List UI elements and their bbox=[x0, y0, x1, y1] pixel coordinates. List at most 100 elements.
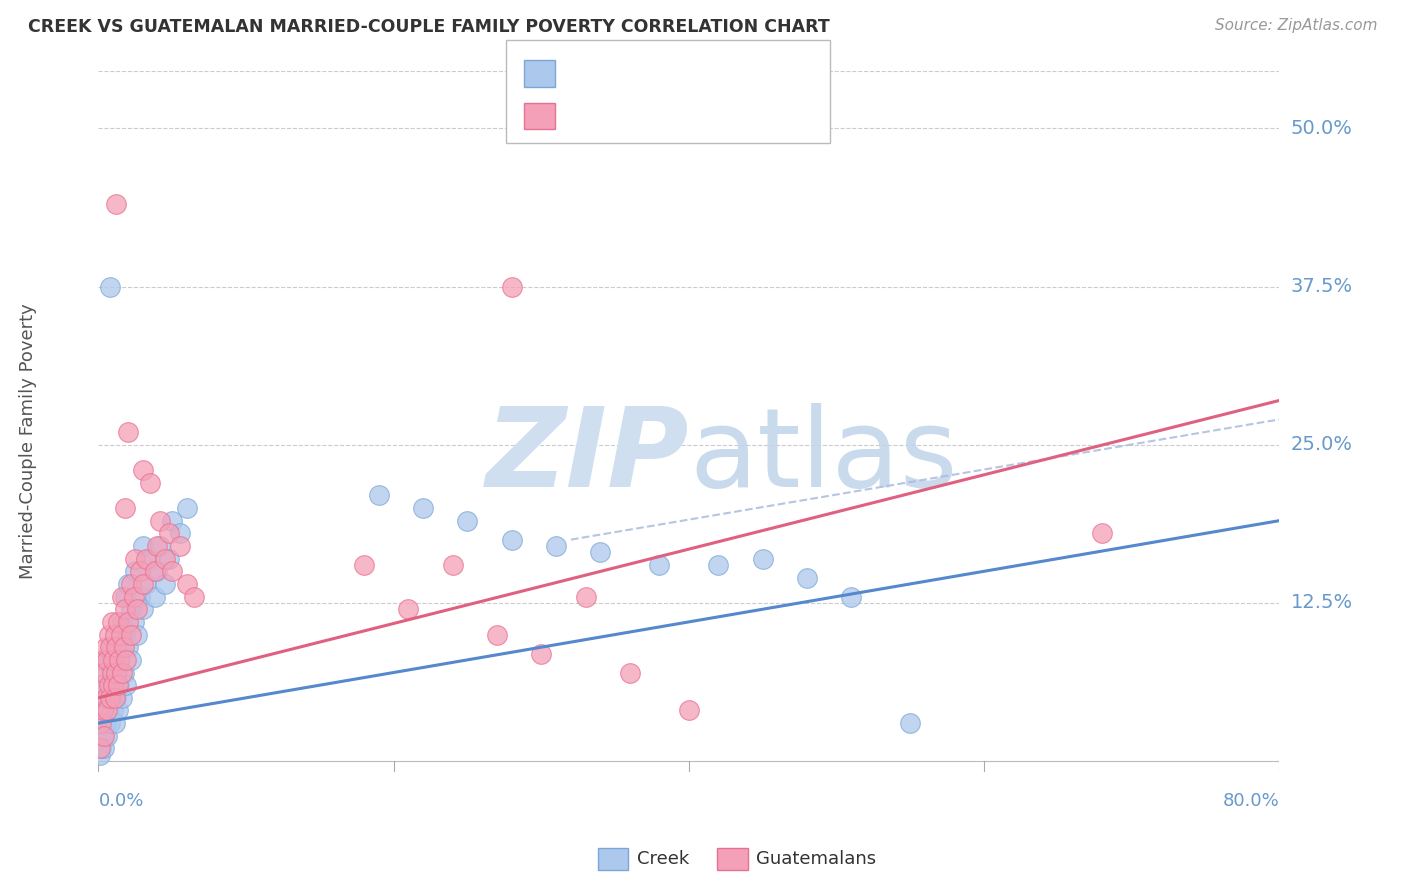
Point bbox=[107, 703, 129, 717]
Point bbox=[96, 729, 118, 743]
Point bbox=[94, 716, 117, 731]
Point bbox=[110, 627, 132, 641]
Point bbox=[122, 590, 145, 604]
Point bbox=[107, 678, 129, 692]
Point bbox=[149, 514, 172, 528]
Point bbox=[456, 514, 478, 528]
Point bbox=[103, 653, 125, 667]
Point bbox=[98, 640, 121, 655]
Point bbox=[153, 551, 176, 566]
Point bbox=[117, 640, 139, 655]
Point bbox=[98, 690, 121, 705]
Point bbox=[89, 747, 111, 762]
Point bbox=[114, 500, 136, 515]
Point bbox=[96, 703, 118, 717]
Point bbox=[132, 577, 155, 591]
Point bbox=[117, 577, 139, 591]
Point bbox=[530, 647, 553, 661]
Point bbox=[501, 279, 523, 293]
Point bbox=[94, 690, 117, 705]
Point bbox=[128, 590, 150, 604]
Point bbox=[114, 627, 136, 641]
Point bbox=[91, 703, 114, 717]
Point bbox=[114, 590, 136, 604]
Text: 25.0%: 25.0% bbox=[1291, 435, 1353, 454]
Point bbox=[108, 678, 131, 692]
Point bbox=[169, 526, 191, 541]
Point bbox=[107, 665, 129, 680]
Point bbox=[103, 678, 125, 692]
Point bbox=[112, 640, 135, 655]
Point bbox=[132, 539, 155, 553]
Point bbox=[146, 539, 169, 553]
Point bbox=[93, 741, 115, 756]
Point bbox=[139, 475, 162, 490]
Point bbox=[132, 602, 155, 616]
Point bbox=[98, 678, 121, 692]
Text: Guatemalans: Guatemalans bbox=[756, 850, 876, 868]
Text: Creek: Creek bbox=[637, 850, 689, 868]
Point bbox=[153, 577, 176, 591]
Point bbox=[104, 627, 127, 641]
Point bbox=[149, 539, 172, 553]
Point bbox=[115, 678, 138, 692]
Point bbox=[162, 514, 183, 528]
Point bbox=[125, 627, 148, 641]
Point bbox=[91, 703, 114, 717]
Point bbox=[122, 615, 145, 629]
Point bbox=[146, 564, 169, 578]
Point bbox=[143, 564, 166, 578]
Point bbox=[115, 653, 138, 667]
Text: Source: ZipAtlas.com: Source: ZipAtlas.com bbox=[1215, 18, 1378, 33]
Point bbox=[111, 615, 134, 629]
Point bbox=[97, 653, 120, 667]
Text: 37.5%: 37.5% bbox=[1291, 277, 1353, 296]
Point bbox=[108, 653, 131, 667]
Point bbox=[111, 590, 134, 604]
Point bbox=[100, 640, 122, 655]
Point bbox=[98, 716, 121, 731]
Point bbox=[132, 463, 155, 477]
Point bbox=[107, 615, 129, 629]
Point bbox=[124, 564, 146, 578]
Point bbox=[104, 690, 127, 705]
Point bbox=[93, 678, 115, 692]
Point bbox=[93, 729, 115, 743]
Text: CREEK VS GUATEMALAN MARRIED-COUPLE FAMILY POVERTY CORRELATION CHART: CREEK VS GUATEMALAN MARRIED-COUPLE FAMIL… bbox=[28, 18, 830, 36]
Point bbox=[100, 690, 122, 705]
Point bbox=[104, 678, 127, 692]
Point bbox=[139, 551, 162, 566]
Point bbox=[96, 653, 118, 667]
Point bbox=[90, 716, 112, 731]
Point bbox=[111, 665, 134, 680]
Point bbox=[120, 653, 142, 667]
Point bbox=[648, 558, 671, 572]
Point bbox=[105, 665, 128, 680]
Point bbox=[110, 640, 132, 655]
Point bbox=[751, 551, 773, 566]
Point bbox=[120, 627, 142, 641]
Point bbox=[117, 615, 139, 629]
Point bbox=[105, 197, 128, 211]
Point bbox=[707, 558, 730, 572]
Point bbox=[135, 577, 157, 591]
Point bbox=[1091, 526, 1114, 541]
Point bbox=[135, 551, 157, 566]
Point bbox=[441, 558, 464, 572]
Point bbox=[103, 703, 125, 717]
Text: 12.5%: 12.5% bbox=[1291, 593, 1353, 613]
Point bbox=[111, 690, 134, 705]
Point bbox=[544, 539, 567, 553]
Point bbox=[176, 577, 198, 591]
Point bbox=[619, 665, 641, 680]
Point bbox=[105, 690, 128, 705]
Point bbox=[839, 590, 862, 604]
Point bbox=[97, 627, 120, 641]
Point bbox=[796, 571, 818, 585]
Point bbox=[90, 716, 112, 731]
Point bbox=[120, 577, 142, 591]
Text: atlas: atlas bbox=[689, 403, 957, 510]
Text: R = 0.312   N = 67: R = 0.312 N = 67 bbox=[567, 64, 737, 82]
Point bbox=[176, 500, 198, 515]
Point bbox=[91, 653, 114, 667]
